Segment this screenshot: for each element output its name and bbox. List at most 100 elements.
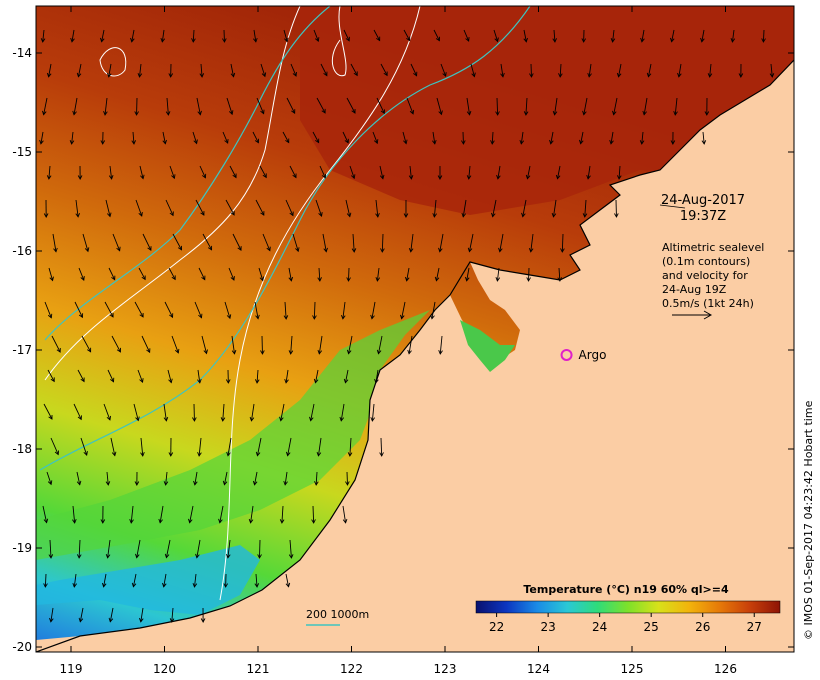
velocity-arrow (371, 403, 375, 421)
velocity-arrow-head (83, 451, 88, 456)
velocity-arrow-head (339, 416, 345, 422)
velocity-arrow (292, 233, 299, 252)
velocity-arrow-head (134, 481, 140, 486)
velocity-arrow (588, 63, 592, 77)
velocity-arrow (406, 97, 414, 115)
velocity-arrow-head (220, 417, 226, 422)
velocity-arrow (164, 301, 173, 318)
velocity-arrow-head (169, 618, 175, 623)
velocity-arrow (259, 539, 261, 559)
velocity-arrow (587, 165, 591, 179)
velocity-arrow-head (311, 519, 316, 524)
velocity-arrow-head (70, 37, 75, 43)
velocity-arrow-head (255, 314, 260, 320)
velocity-arrow (701, 29, 705, 42)
velocity-arrow-head (72, 582, 78, 588)
velocity-arrow-head (353, 71, 358, 77)
depth-legend: 200 1000m (306, 608, 369, 621)
velocity-arrow (40, 131, 44, 144)
velocity-arrow (71, 131, 74, 144)
velocity-arrow-head (609, 139, 614, 145)
velocity-arrow-head (579, 139, 584, 145)
velocity-arrow-head (222, 38, 227, 43)
velocity-arrow (223, 471, 228, 485)
velocity-arrow (618, 165, 621, 179)
velocity-arrow (439, 233, 444, 252)
velocity-arrow-head (237, 246, 242, 251)
velocity-arrow (431, 301, 436, 319)
velocity-arrow (406, 267, 410, 281)
velocity-arrow-head (351, 108, 356, 114)
velocity-arrow (349, 437, 352, 456)
velocity-arrow (289, 165, 297, 178)
velocity-arrow (322, 233, 327, 252)
velocity-arrow (141, 335, 151, 353)
velocity-arrow (280, 403, 285, 421)
velocity-arrow-head (46, 175, 52, 180)
velocity-arrow (72, 505, 76, 523)
velocity-arrow (76, 471, 81, 485)
sealevel-contour (331, 6, 347, 77)
velocity-arrow (343, 29, 350, 42)
velocity-arrow-head (76, 480, 82, 486)
velocity-arrow-head (491, 212, 496, 218)
velocity-arrow-head (131, 582, 137, 588)
velocity-arrow-head (317, 277, 322, 282)
velocity-arrow (410, 233, 414, 252)
velocity-arrow (73, 573, 77, 587)
velocity-arrow-head (471, 72, 476, 78)
velocity-arrow-head (342, 518, 348, 524)
velocity-arrow (550, 131, 554, 144)
velocity-arrow-head (254, 138, 259, 144)
velocity-arrow (198, 267, 206, 280)
velocity-arrow-head (639, 140, 645, 145)
velocity-arrow-head (430, 314, 435, 320)
velocity-arrow-head (80, 276, 85, 281)
velocity-arrow (192, 131, 198, 144)
velocity-arrow (371, 301, 376, 319)
velocity-arrow (462, 199, 467, 217)
velocity-arrow (313, 301, 316, 320)
velocity-arrow (51, 335, 61, 353)
velocity-arrow-head (498, 247, 503, 253)
velocity-arrow-head (495, 277, 501, 282)
velocity-arrow-head (730, 38, 736, 43)
velocity-arrow-head (197, 110, 202, 116)
velocity-arrow (436, 97, 442, 115)
velocity-arrow-head (200, 211, 205, 216)
velocity-arrow-head (283, 480, 288, 486)
velocity-arrow (71, 29, 75, 42)
velocity-arrow-head (107, 212, 112, 218)
velocity-arrow-head (134, 111, 139, 116)
velocity-arrow-head (193, 139, 198, 145)
velocity-arrow-head (700, 37, 705, 43)
velocity-arrow-head (400, 314, 405, 320)
velocity-arrow (169, 165, 175, 179)
velocity-arrow-head (197, 452, 202, 457)
colorbar-tick-label: 22 (489, 620, 504, 634)
velocity-arrow (222, 131, 229, 144)
velocity-arrow-head (582, 110, 587, 116)
velocity-arrow-head (56, 348, 61, 353)
velocity-arrow-head (525, 174, 531, 180)
velocity-arrow (112, 233, 121, 251)
velocity-arrow-head (135, 416, 140, 422)
velocity-arrow-head (560, 248, 565, 253)
velocity-arrow-head (438, 350, 443, 355)
velocity-arrow-head (199, 73, 205, 78)
velocity-arrow-head (147, 246, 152, 252)
velocity-arrow-head (442, 72, 447, 78)
velocity-arrow-head (108, 617, 114, 623)
velocity-vectors (39, 29, 775, 623)
velocity-arrow (168, 267, 176, 280)
velocity-arrow-head (285, 582, 291, 588)
velocity-arrow (432, 131, 436, 144)
velocity-arrow-head (555, 174, 561, 180)
velocity-arrow (78, 267, 85, 281)
velocity-arrow-head (260, 211, 265, 216)
velocity-arrow-head (108, 175, 114, 180)
velocity-arrow-head (169, 313, 174, 319)
velocity-arrow-head (253, 37, 258, 43)
velocity-arrow (52, 233, 57, 252)
velocity-arrow-head (707, 73, 713, 78)
